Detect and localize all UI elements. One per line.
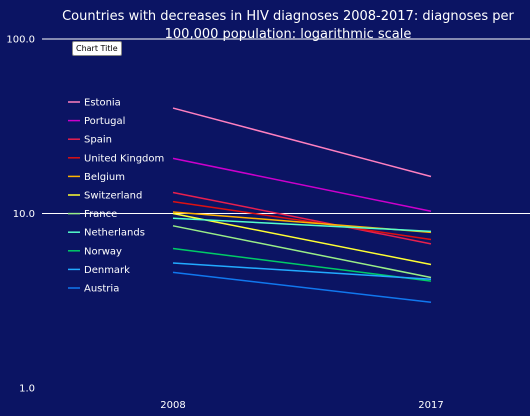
series-line-portugal: [172, 157, 432, 212]
series-line-estonia: [172, 107, 432, 178]
legend-label: United Kingdom: [84, 153, 164, 164]
legend-label: Norway: [84, 246, 122, 257]
chart-title: Countries with decreases in HIV diagnose…: [62, 9, 514, 42]
series-line-netherlands: [172, 217, 432, 233]
legend-label: Spain: [84, 135, 112, 146]
y-tick-label: 10.0: [13, 209, 35, 220]
series-line-switzerland: [172, 212, 432, 266]
legend-label: Portugal: [84, 116, 125, 127]
series-line-austria: [172, 271, 432, 304]
x-tick-label: 2008: [160, 400, 185, 411]
legend-label: Switzerland: [84, 191, 142, 202]
series-line-norway: [172, 247, 432, 282]
axes: 100.0 10.0 1.0 2008 2017: [6, 35, 443, 412]
legend-label: France: [84, 209, 117, 220]
y-tick-label: 100.0: [6, 35, 35, 46]
y-tick-label: 1.0: [19, 384, 35, 395]
x-tick-label: 2017: [418, 400, 443, 411]
series-line-united-kingdom: [172, 200, 432, 241]
chart-title-tooltip: Chart Title: [72, 41, 122, 56]
series-lines: [172, 107, 432, 304]
series-line-denmark: [172, 262, 432, 280]
legend-label: Netherlands: [84, 228, 145, 239]
legend-label: Denmark: [84, 265, 130, 276]
legend: Estonia Portugal Spain United Kingdom Belgiu…: [68, 98, 164, 295]
title-line-2: 100,000 population: logarithmic scale: [165, 27, 412, 42]
title-line-1: Countries with decreases in HIV diagnose…: [62, 9, 514, 24]
series-line-france: [172, 225, 432, 279]
legend-label: Estonia: [84, 98, 121, 109]
grid-layer: [42, 38, 530, 214]
series-line-spain: [172, 191, 432, 245]
legend-label: Belgium: [84, 172, 125, 183]
legend-label: Austria: [84, 284, 119, 295]
